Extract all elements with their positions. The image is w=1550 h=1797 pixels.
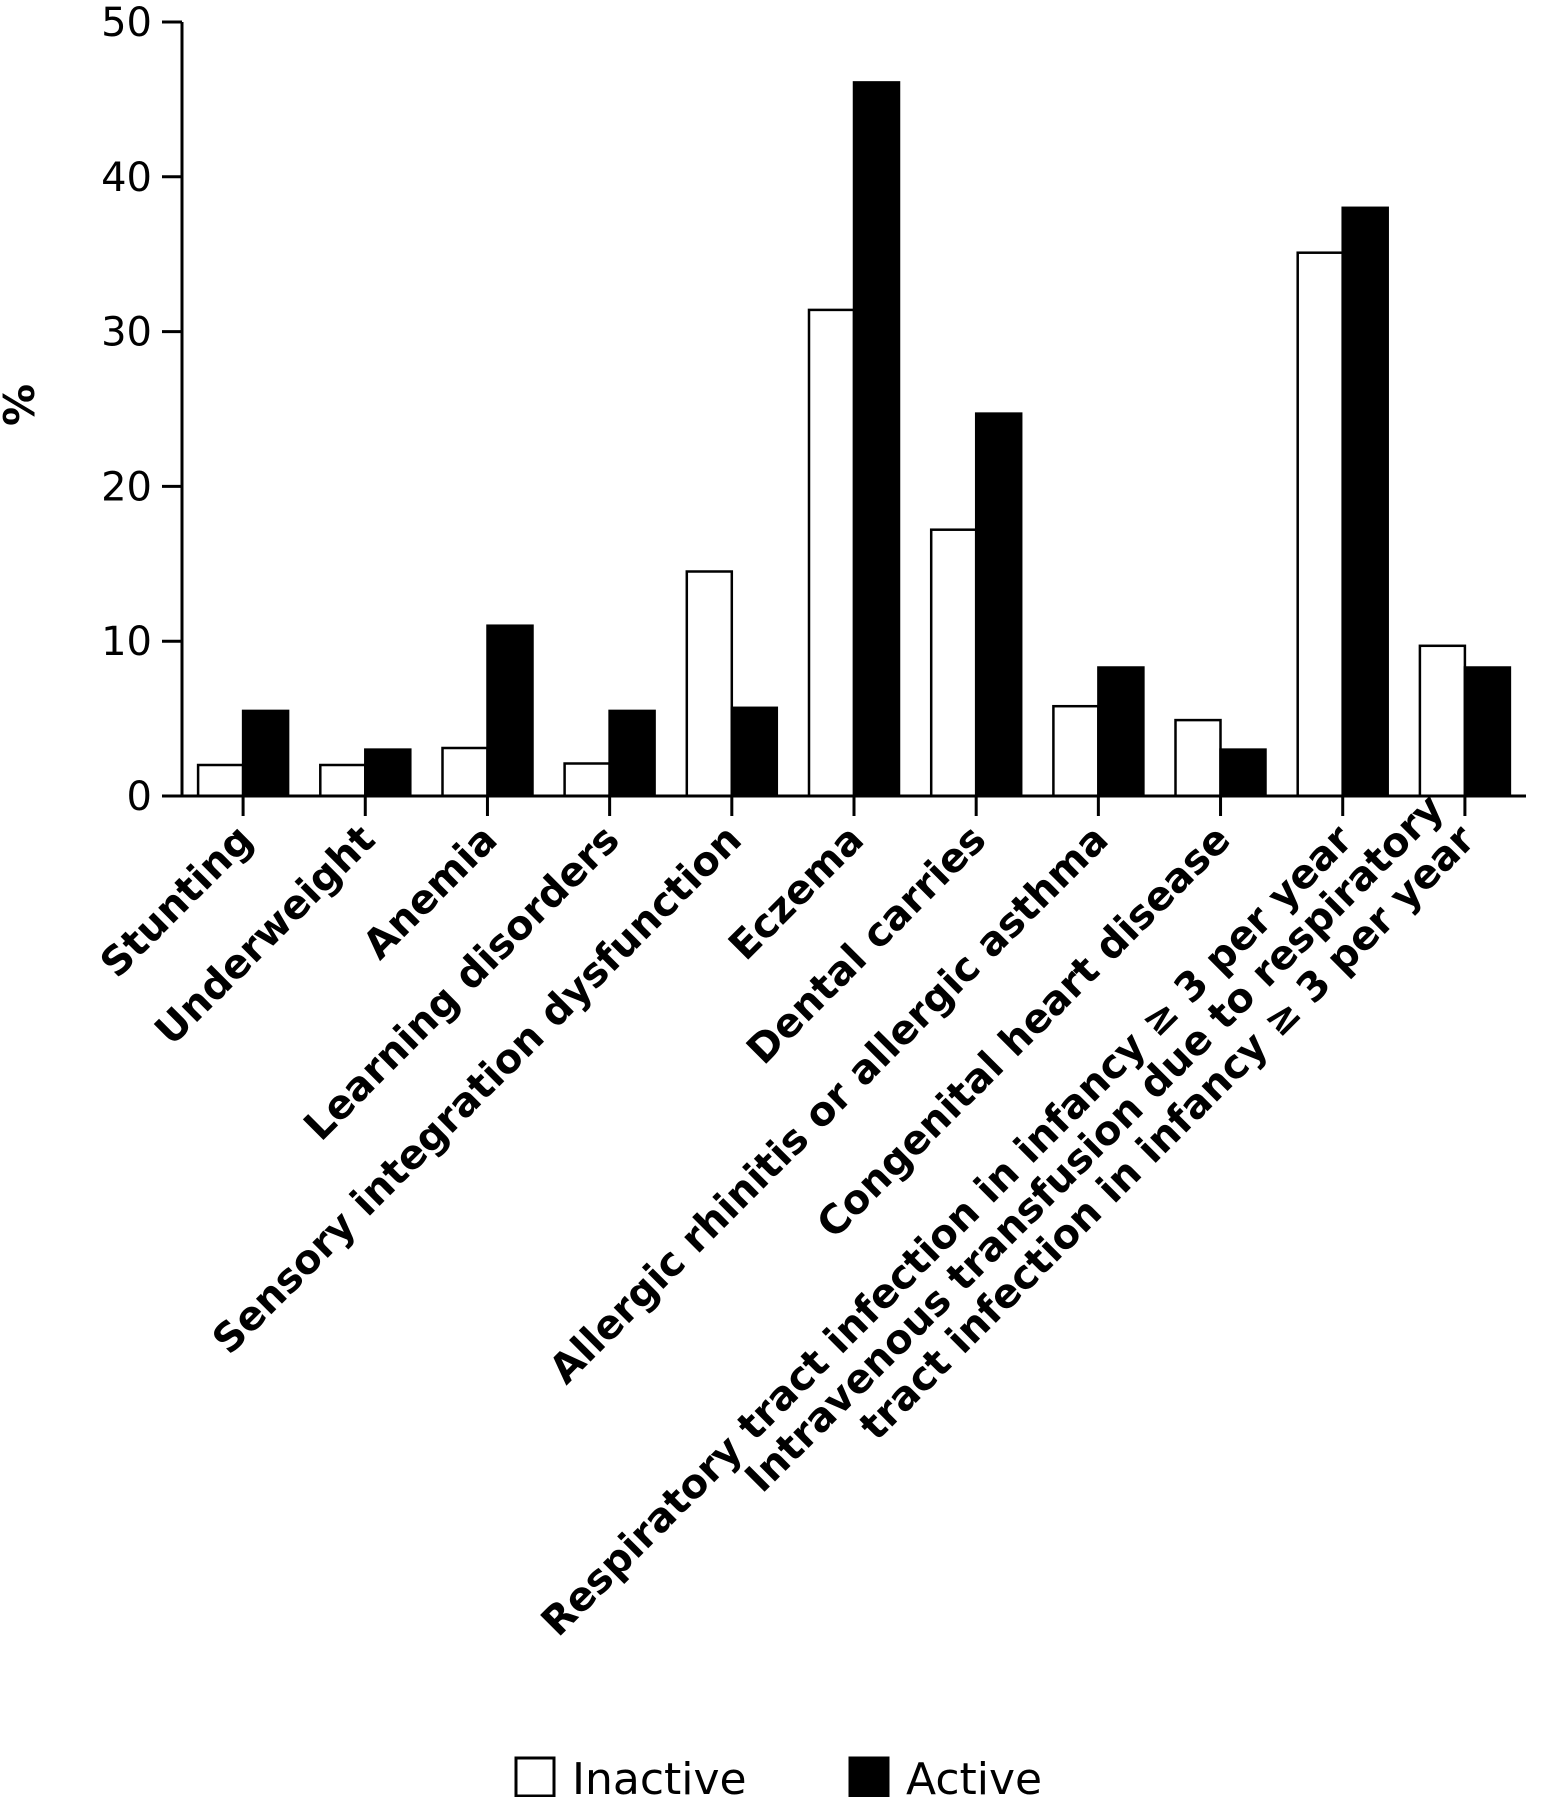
bar-active-3	[608, 709, 656, 798]
bar-inactive-9	[1296, 251, 1344, 798]
bar-inactive-1	[319, 763, 367, 798]
bar-active-7	[1097, 666, 1145, 798]
bar-active-4	[730, 706, 779, 798]
legend-label-active: Active	[906, 1754, 1042, 1797]
legend-swatch-inactive	[514, 1756, 556, 1797]
bar-inactive-8	[1174, 718, 1222, 798]
bar-inactive-0	[196, 763, 245, 798]
bar-active-0	[241, 709, 290, 798]
bar-inactive-6	[929, 528, 978, 798]
y-tick-label: 50	[101, 0, 152, 46]
y-tick-label: 0	[127, 774, 152, 820]
bar-inactive-4	[685, 570, 734, 798]
bar-inactive-7	[1052, 704, 1100, 798]
bar-active-2	[486, 624, 534, 798]
y-ticks-group: 0 10 20 30 40 50	[101, 0, 182, 820]
y-tick-label: 20	[101, 464, 152, 510]
x-category-label-line: Underweight	[146, 816, 384, 1054]
bar-inactive-5	[807, 308, 856, 798]
x-category-label: Allergic rhinitis or allergic asthma	[541, 816, 1118, 1393]
x-category-label-line: Allergic rhinitis or allergic asthma	[541, 816, 1118, 1393]
x-category-label-line: Intravenous transfusion due to respirato…	[737, 785, 1453, 1501]
bar-active-5	[852, 81, 901, 798]
legend: Inactive Active	[514, 1754, 1042, 1797]
y-tick-label: 40	[101, 155, 152, 201]
bar-active-10	[1463, 666, 1512, 798]
bar-inactive-3	[563, 762, 611, 798]
x-category-label: Intravenous transfusion due to respirato…	[737, 785, 1484, 1532]
x-category-label: Underweight	[146, 816, 384, 1054]
bar-inactive-2	[441, 746, 489, 798]
y-axis-title: %	[0, 384, 44, 426]
bars-group	[196, 81, 1512, 798]
y-tick-label: 10	[101, 619, 152, 665]
bar-active-8	[1219, 748, 1267, 798]
bar-inactive-10	[1418, 644, 1467, 798]
y-tick-label: 30	[101, 310, 152, 356]
legend-label-inactive: Inactive	[572, 1754, 747, 1797]
bar-active-6	[974, 412, 1023, 798]
legend-swatch-active	[848, 1756, 890, 1797]
bar-active-1	[364, 748, 412, 798]
bar-active-9	[1341, 206, 1389, 798]
